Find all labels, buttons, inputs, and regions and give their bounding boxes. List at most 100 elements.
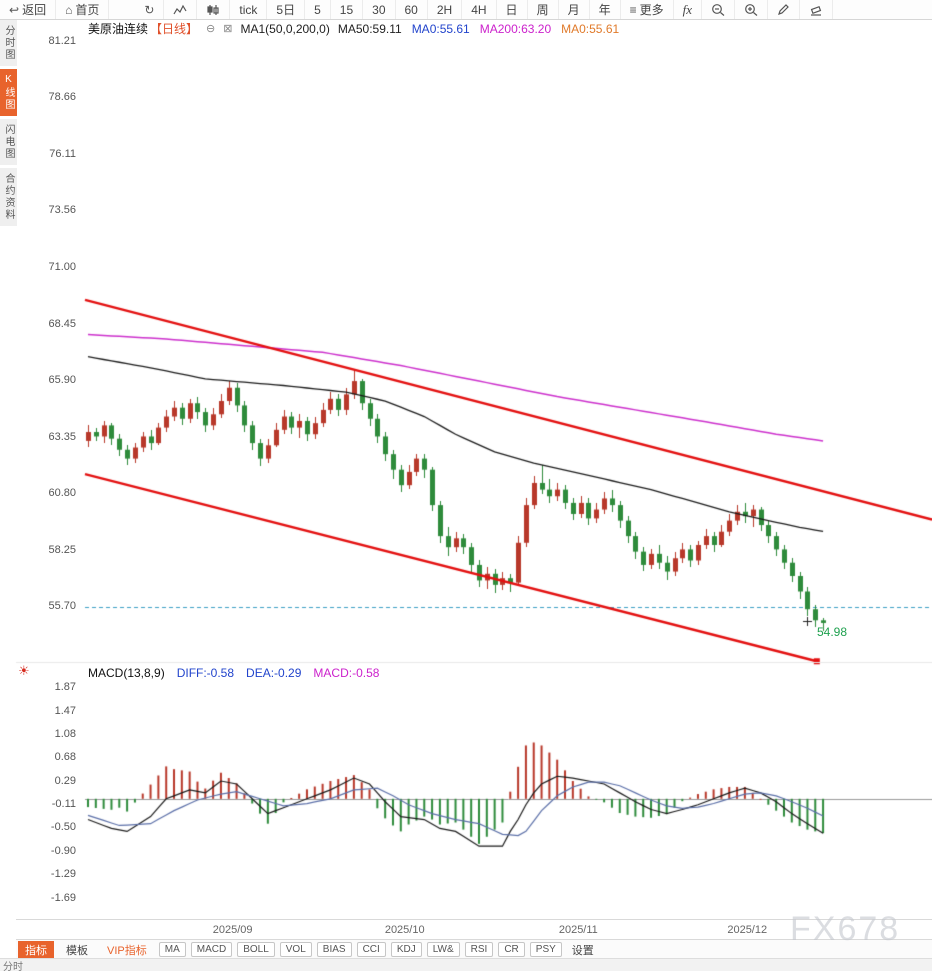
symbol-name: 美原油连续 (88, 22, 149, 36)
toolbar-period-15-button[interactable]: 15 (331, 0, 364, 19)
toolbar-period-4h-button[interactable]: 4H (462, 0, 497, 19)
macd-y-tick: -0.90 (50, 845, 76, 858)
eraser-icon (809, 4, 823, 16)
toolbar-chart-type-area-button[interactable] (164, 0, 198, 19)
ma-settings-label: MA1(50,0,200,0) (240, 21, 330, 36)
toolbar-draw-button[interactable] (768, 0, 801, 19)
indicator-sun-icon[interactable]: ☀ (18, 663, 30, 678)
toolbar-period-2h-label: 2H (436, 2, 453, 17)
toolbar-zoom-in-button[interactable] (735, 0, 769, 19)
toolbar-period-30-label: 30 (372, 2, 386, 17)
x-axis-label: 2025/10 (384, 924, 425, 936)
toolbar-back-button[interactable]: ↩ 返回 (0, 0, 57, 19)
toolbar-period-60-button[interactable]: 60 (396, 0, 428, 19)
macd-y-tick: -1.69 (50, 891, 76, 904)
indicator-button-cci[interactable]: CCI (356, 942, 386, 957)
toolbar-tick-button[interactable]: tick (230, 0, 268, 19)
toolbar-period-15-label: 15 (339, 2, 354, 17)
toolbar-period-5d-button[interactable]: 5日 (267, 0, 306, 19)
date-axis-row (16, 919, 932, 940)
corner-tab-label[interactable]: 分时 (3, 962, 23, 971)
toolbar-refresh-button[interactable]: ↻ (135, 0, 165, 19)
macd-title: MACD(13,8,9) (88, 666, 165, 680)
toolbar-period-week-button[interactable]: 周 (528, 0, 559, 19)
indicator-button-ma[interactable]: MA (158, 942, 186, 957)
indicator-button-macd[interactable]: MACD (190, 942, 233, 957)
remove-indicator-icon[interactable]: ⊠ (223, 23, 233, 35)
toolbar-period-year-button[interactable]: 年 (590, 0, 621, 19)
main-y-tick: 78.66 (48, 91, 76, 104)
candle-chart-icon (206, 4, 220, 16)
collapse-icon[interactable]: ⊖ (206, 23, 216, 35)
macd-y-tick: -0.50 (50, 821, 76, 834)
main-y-tick: 63.35 (48, 430, 76, 443)
indicator-button-kdj[interactable]: KDJ (390, 942, 422, 957)
toolbar-period-2h-button[interactable]: 2H (428, 0, 463, 19)
sidebar-tab-kline[interactable]: K线图 (0, 69, 17, 116)
zoom-in-icon (744, 3, 758, 16)
bottom-tab-templates[interactable]: 模板 (66, 944, 88, 957)
left-sidebar: 分时图 K线图闪电图合约资料 (0, 20, 17, 229)
area-chart-icon (173, 4, 187, 16)
ma-value-1: MA0:55.61 (411, 21, 470, 36)
toolbar-back-label: 返回 (22, 3, 47, 17)
bottom-tab-indicators[interactable]: 指标 (18, 940, 54, 959)
macd-value-1: DEA:-0.29 (246, 666, 302, 680)
sidebar-tab-lightning[interactable]: 闪电图 (0, 119, 17, 165)
toolbar-period-month-button[interactable]: 月 (559, 0, 590, 19)
refresh-icon: ↻ (144, 2, 155, 17)
sidebar-tab-timeshare[interactable]: 分时图 (0, 20, 17, 66)
toolbar-more-label: 更多 (639, 3, 664, 17)
toolbar-zoom-out-button[interactable] (702, 0, 736, 19)
macd-y-tick: -1.29 (50, 868, 76, 881)
macd-values: DIFF:-0.58 DEA:-0.29 MACD:-0.58 (177, 666, 380, 680)
toolbar-eraser-button[interactable] (800, 0, 834, 19)
toolbar-period-5d-label: 5日 (276, 3, 296, 17)
ma-value-3: MA0:55.61 (561, 21, 620, 36)
last-price-label: 54.98 (817, 625, 848, 639)
toolbar-home-button[interactable]: ⌂ 首页 (56, 0, 110, 19)
toolbar-more-button[interactable]: ≡ 更多 (621, 0, 674, 19)
main-y-tick: 71.00 (48, 261, 76, 274)
toolbar-chart-type-candle-button[interactable] (197, 0, 231, 19)
toolbar-period-5-button[interactable]: 5 (305, 0, 331, 19)
indicator-button-bias[interactable]: BIAS (316, 942, 352, 957)
indicator-button-rsi[interactable]: RSI (464, 942, 494, 957)
bottom-tab-vip-indicators[interactable]: VIP指标 (107, 944, 147, 957)
ma-values: MA50:59.11 MA0:55.61 MA200:63.20 MA0:55.61 (338, 22, 619, 36)
indicator-button-vol[interactable]: VOL (279, 942, 312, 957)
toolbar-fx-button[interactable]: fx (674, 0, 703, 19)
indicator-button-boll[interactable]: BOLL (237, 942, 275, 957)
macd-value-2: MACD:-0.58 (313, 666, 380, 680)
toolbar-period-year-label: 年 (598, 3, 611, 17)
home-icon: ⌂ (65, 2, 73, 17)
toolbar-home-label: 首页 (75, 3, 100, 17)
main-y-tick: 55.70 (48, 600, 76, 612)
indicator-button-psy[interactable]: PSY (529, 942, 562, 957)
main-y-tick: 68.45 (48, 317, 76, 330)
ma-value-2: MA200:63.20 (479, 21, 552, 36)
main-y-tick: 76.11 (49, 147, 76, 160)
toolbar-tick-label: tick (239, 2, 258, 17)
toolbar-period-week-label: 周 (536, 3, 549, 17)
indicator-button-lw[interactable]: LW& (426, 942, 460, 957)
bottom-toolbar: 指标 模板 VIP指标 MA MACD BOLL VOL BIAS CCI KDJ LW& RSI CR… (16, 939, 932, 959)
period-label: 【日线】 (150, 22, 199, 36)
toolbar-period-4h-label: 4H (471, 2, 487, 17)
toolbar-period-5-label: 5 (314, 2, 321, 17)
macd-y-tick: 1.47 (54, 704, 76, 717)
x-axis-label: 2025/09 (212, 924, 253, 936)
macd-y-tick: 0.68 (54, 751, 76, 764)
main-y-tick: 60.80 (48, 487, 76, 500)
x-axis-label: 2025/12 (727, 924, 768, 936)
settings-button[interactable]: 设置 (571, 944, 594, 957)
main-y-tick: 65.90 (48, 374, 76, 387)
more-icon: ≡ (629, 2, 637, 17)
macd-y-tick: 1.87 (54, 680, 76, 693)
indicator-button-cr[interactable]: CR (498, 942, 525, 957)
sidebar-tab-contract-info[interactable]: 合约资料 (0, 168, 17, 226)
macd-y-tick: -0.11 (51, 798, 76, 811)
toolbar-period-day-button[interactable]: 日 (497, 0, 528, 19)
toolbar-period-30-button[interactable]: 30 (363, 0, 396, 19)
